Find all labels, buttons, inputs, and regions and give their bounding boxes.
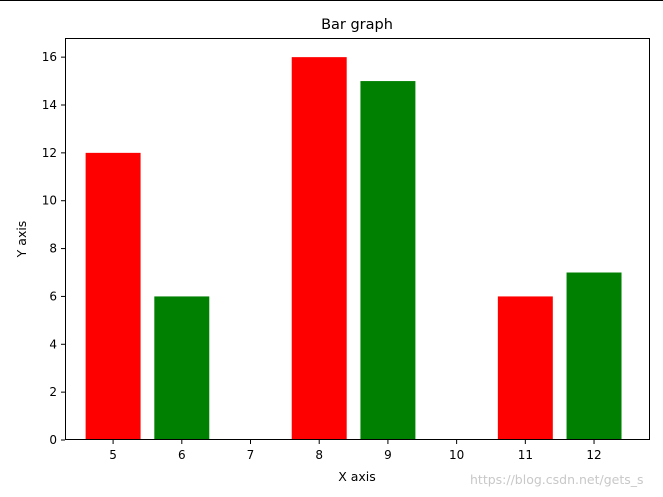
plot-area-background (65, 38, 649, 440)
plot-frame (65, 38, 650, 440)
bar-x9 (360, 81, 416, 441)
bar-x6 (154, 296, 210, 440)
chart-title: Bar graph (321, 17, 393, 33)
x-axis-label: X axis (338, 469, 376, 484)
bar-x12 (566, 272, 622, 440)
y-axis-label: Y axis (14, 221, 29, 259)
x-tick-label: 11 (518, 448, 533, 462)
y-ticks-group: 0 2 4 6 8 10 12 14 16 (42, 50, 65, 447)
y-tick-label: 4 (49, 337, 57, 351)
x-ticks-group: 5 6 7 8 9 10 11 12 (109, 440, 602, 462)
y-tick-label: 10 (42, 194, 57, 208)
x-tick-label: 5 (109, 448, 117, 462)
x-tick-label: 6 (178, 448, 186, 462)
bars-group (85, 57, 622, 441)
x-tick-label: 12 (586, 448, 601, 462)
bar-x8 (291, 57, 347, 441)
x-tick-label: 7 (247, 448, 255, 462)
y-tick-label: 8 (49, 242, 57, 256)
y-tick-label: 6 (49, 289, 57, 303)
y-tick-label: 0 (49, 433, 57, 447)
bar-x11 (497, 296, 553, 440)
y-tick-label: 12 (42, 146, 57, 160)
x-tick-label: 10 (449, 448, 464, 462)
x-tick-label: 8 (315, 448, 323, 462)
watermark-text: https://blog.csdn.net/gets_s (470, 472, 644, 487)
bar-x5 (85, 152, 141, 440)
top-border-line (0, 0, 663, 1)
y-tick-label: 2 (49, 385, 57, 399)
x-tick-label: 9 (384, 448, 392, 462)
y-tick-label: 14 (42, 98, 57, 112)
y-tick-label: 16 (42, 50, 57, 64)
